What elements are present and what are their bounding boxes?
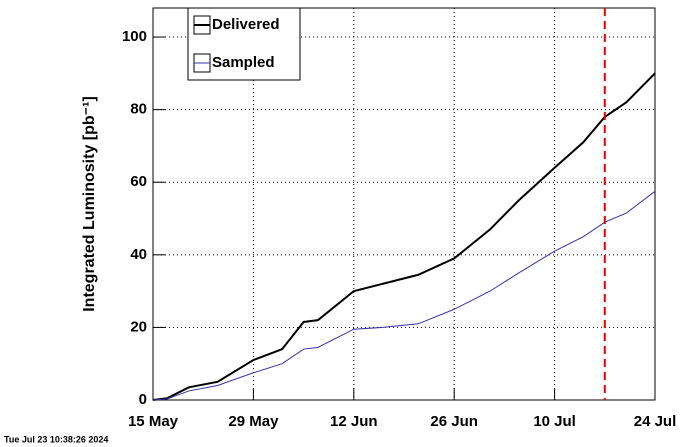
data-line bbox=[152, 190, 656, 401]
x-tick-label: 12 Jun bbox=[330, 413, 378, 430]
legend-label: Sampled bbox=[212, 54, 275, 71]
y-tick-label: 40 bbox=[130, 246, 147, 263]
x-tick-label: 10 Jul bbox=[533, 413, 576, 430]
y-tick-label: 60 bbox=[130, 173, 147, 190]
legend-label: Delivered bbox=[212, 16, 280, 33]
y-axis-label: Integrated Luminosity [pb⁻¹] bbox=[81, 96, 98, 312]
x-tick-label: 26 Jun bbox=[430, 413, 478, 430]
x-tick-label: 15 May bbox=[128, 413, 179, 430]
timestamp: Tue Jul 23 10:38:26 2024 bbox=[4, 434, 108, 444]
plot-frame bbox=[152, 7, 656, 401]
y-tick-label: 100 bbox=[122, 28, 147, 45]
data-line bbox=[152, 72, 656, 401]
y-tick-label: 80 bbox=[130, 101, 147, 118]
y-tick-label: 20 bbox=[130, 318, 147, 335]
y-tick-label: 0 bbox=[139, 391, 147, 408]
x-tick-label: 24 Jul bbox=[634, 413, 677, 430]
x-tick-label: 29 May bbox=[228, 413, 279, 430]
legend-box bbox=[187, 7, 301, 81]
